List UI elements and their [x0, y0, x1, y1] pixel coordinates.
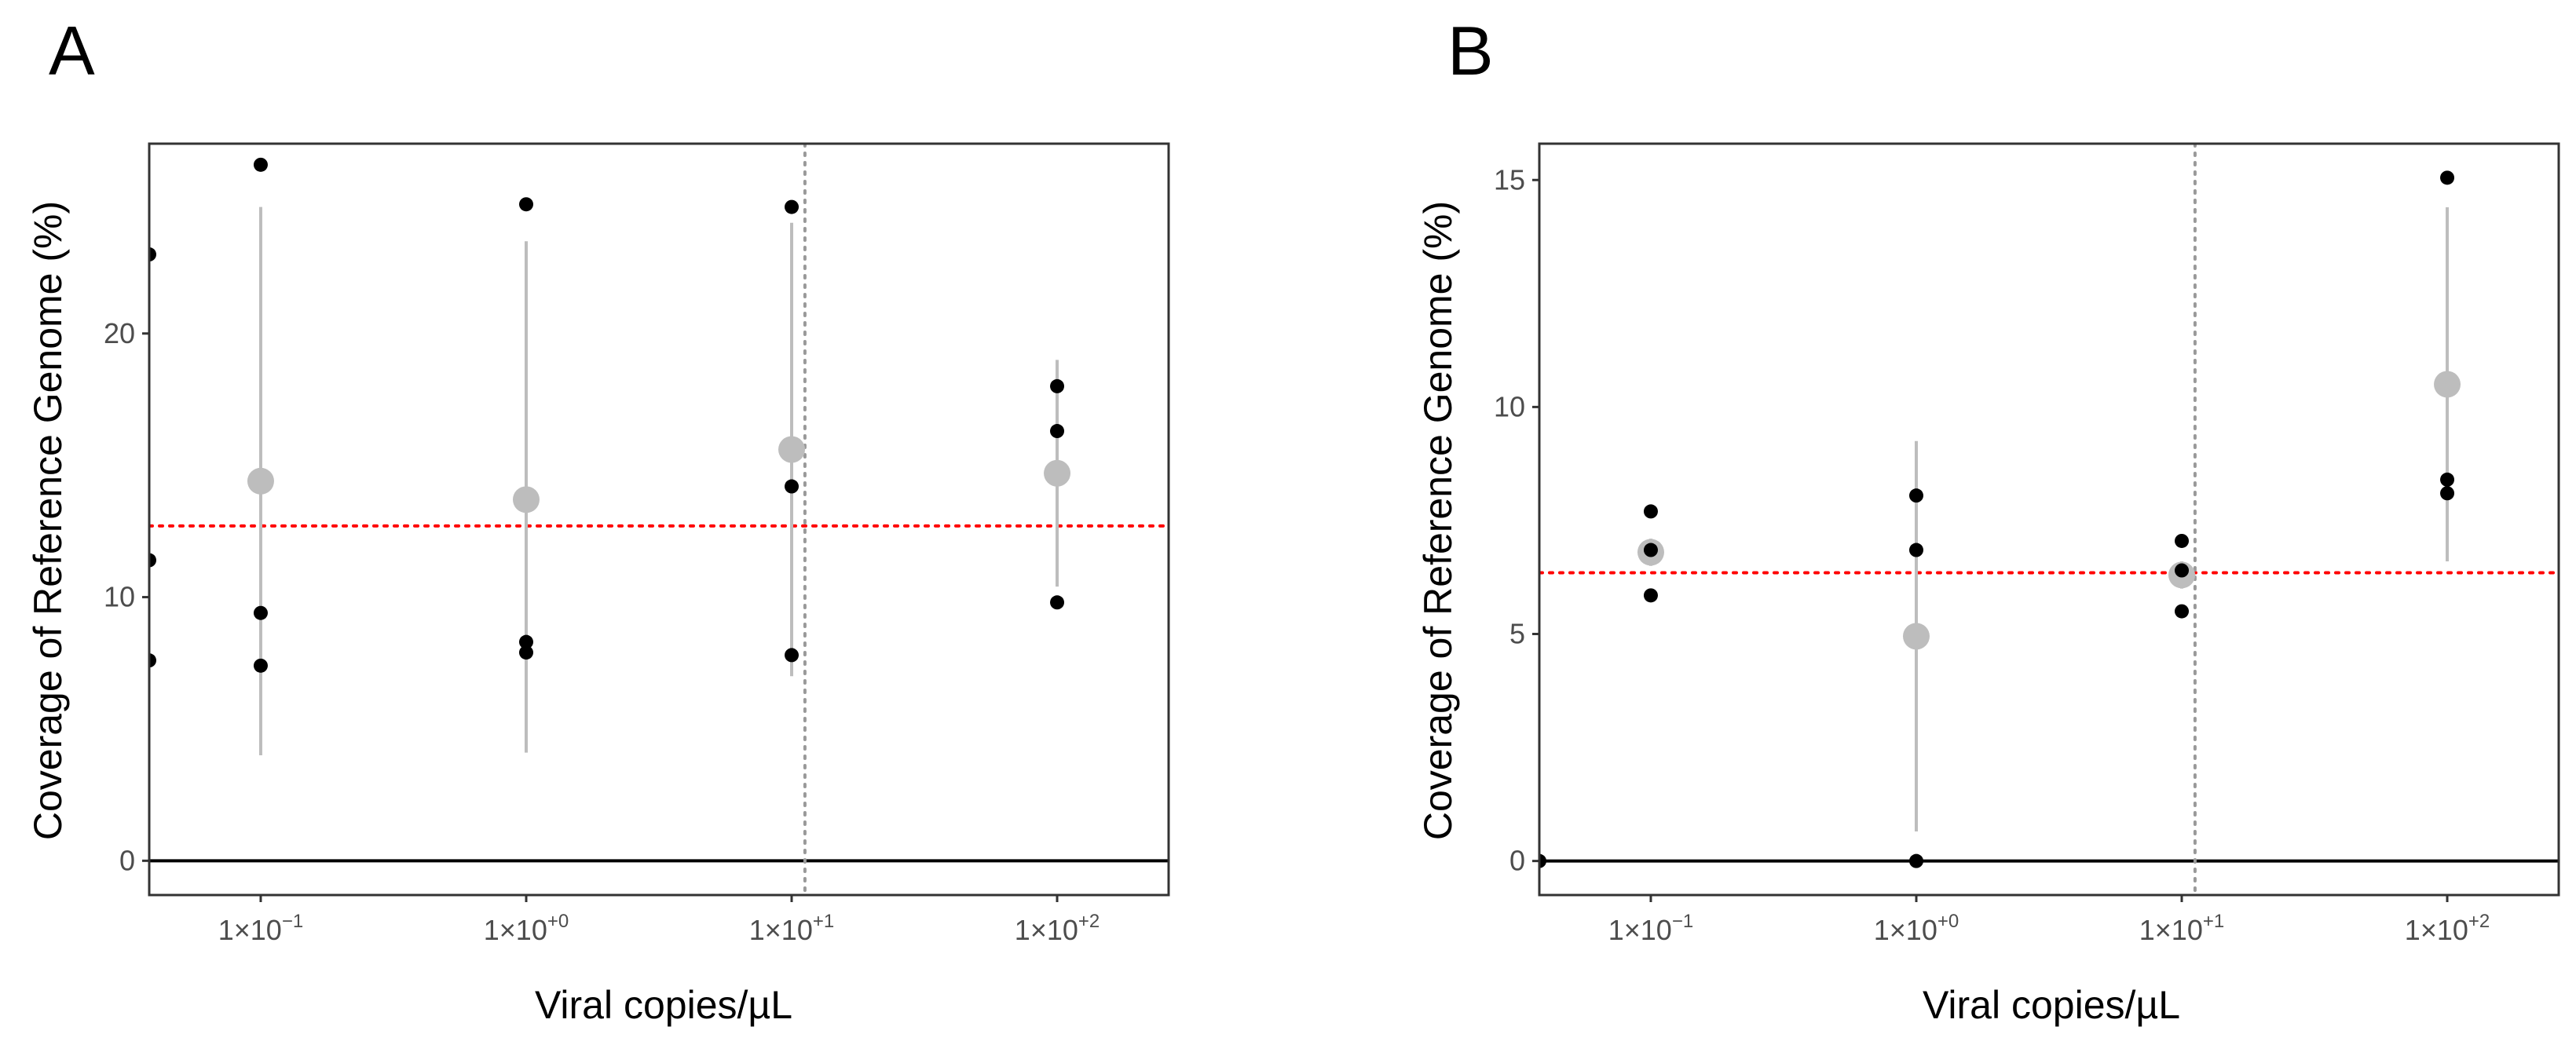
panel-label-a: A — [49, 12, 95, 90]
y-tick-label: 10 — [1494, 390, 1525, 422]
data-point — [149, 553, 156, 568]
data-point — [1908, 488, 1923, 503]
x-axis-title-a: Viral copies/µL — [535, 983, 792, 1027]
data-point — [253, 157, 268, 172]
data-point — [1050, 595, 1065, 610]
data-point — [785, 648, 800, 663]
summary-mean-point — [1044, 459, 1071, 487]
data-point — [253, 658, 268, 673]
data-point — [1643, 504, 1658, 519]
plot-marks-a — [149, 144, 1169, 895]
x-tick-label: 1×10+1 — [2139, 911, 2224, 946]
data-point — [518, 197, 533, 212]
plot-border — [148, 142, 1170, 897]
data-point — [1908, 543, 1923, 557]
plot-border — [1538, 142, 2560, 897]
y-tick-label: 20 — [104, 317, 135, 349]
y-tick-label: 5 — [1509, 618, 1525, 650]
data-point — [1050, 424, 1065, 439]
data-point — [1539, 853, 1546, 868]
chart-panel-b: B Coverage of Reference Genome (%) Viral… — [1416, 12, 2560, 1027]
y-tick-label: 15 — [1494, 163, 1525, 195]
data-point — [2440, 472, 2455, 487]
data-point — [1643, 588, 1658, 603]
data-point — [1643, 543, 1658, 557]
plot-area-b: 0 5 10 15 1×10−1 1×10+0 1×10+1 1×10+2 — [1494, 142, 2560, 946]
x-tick-label: 1×10+1 — [749, 911, 834, 946]
data-point — [785, 479, 800, 494]
plot-marks-b — [1539, 144, 2559, 895]
data-point — [2440, 486, 2455, 501]
data-point — [253, 605, 268, 620]
y-tick-label: 10 — [104, 581, 135, 613]
x-axis-title-b: Viral copies/µL — [1923, 983, 2180, 1027]
data-point — [1050, 378, 1065, 393]
x-tick-label: 1×10+2 — [1015, 911, 1100, 946]
summary-mean-point — [1902, 623, 1930, 650]
x-tick-label: 1×10−1 — [1608, 911, 1693, 946]
x-tick-label: 1×10+2 — [2405, 911, 2490, 946]
data-point — [518, 645, 533, 660]
plot-area-a: 0 10 20 1×10−1 1×10+0 1×10+1 1×10+2 — [104, 142, 1170, 946]
summary-mean-point — [512, 486, 540, 513]
data-point — [2175, 533, 2190, 548]
y-axis-title-b: Coverage of Reference Genome (%) — [1416, 201, 1460, 840]
y-tick-label: 0 — [119, 844, 135, 876]
y-tick-label: 0 — [1509, 845, 1525, 877]
data-point — [518, 634, 533, 649]
data-point — [2440, 170, 2455, 185]
data-point — [1908, 853, 1923, 868]
panel-label-b: B — [1447, 12, 1494, 90]
x-tick-label: 1×10−1 — [218, 911, 303, 946]
data-point — [2175, 604, 2190, 619]
x-tick-label: 1×10+0 — [484, 911, 569, 946]
data-point — [2175, 563, 2190, 578]
chart-panel-a: A Coverage of Reference Genome (%) Viral… — [26, 12, 1170, 1027]
y-axis-title-a: Coverage of Reference Genome (%) — [26, 201, 70, 840]
data-point — [785, 199, 800, 214]
data-point — [149, 653, 156, 668]
summary-mean-point — [247, 467, 274, 495]
x-tick-label: 1×10+0 — [1874, 911, 1959, 946]
data-point — [149, 247, 156, 262]
summary-mean-point — [2434, 371, 2461, 398]
summary-mean-point — [778, 436, 806, 463]
